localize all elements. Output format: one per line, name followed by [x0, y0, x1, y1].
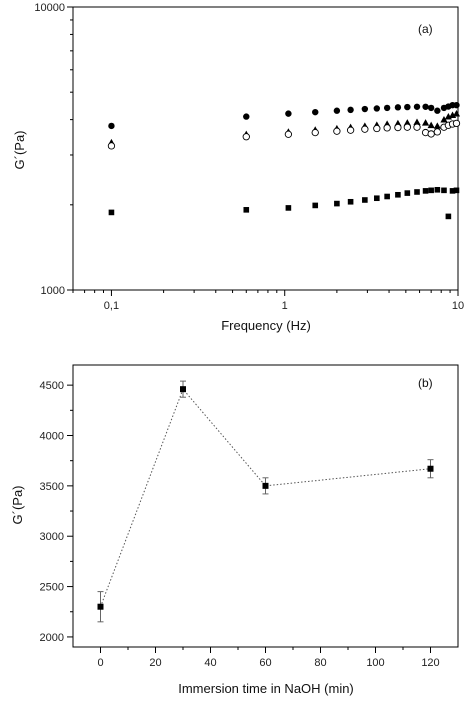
data-point-circle-open	[394, 123, 402, 132]
data-point-circle-open	[413, 123, 421, 131]
panel-a-label: (a)	[418, 22, 433, 36]
data-point-square	[445, 213, 452, 220]
data-point-triangle	[433, 122, 441, 129]
x-tick-label-b: 100	[366, 657, 384, 669]
data-point-circle-filled	[373, 105, 381, 112]
data-points-b	[97, 380, 434, 623]
x-tick-label-a: 0,1	[104, 300, 119, 312]
data-point-circle-filled	[243, 113, 250, 120]
panel-a: (a) 0,1 1 10 1000 10000 Frequency (Hz) G´(Pa…	[12, 2, 464, 333]
x-tick-label-b: 60	[259, 657, 271, 669]
data-point-circle-open	[107, 142, 116, 150]
data-point-circle-filled	[453, 101, 460, 109]
data-point-circle-open	[361, 125, 369, 133]
data-point-circle-open	[403, 123, 411, 131]
x-tick-label-b: 80	[314, 657, 326, 669]
data-point-circle-open	[242, 133, 250, 141]
data-point-triangle	[403, 119, 411, 126]
data-point-circle-open	[452, 119, 461, 128]
y-tick-label-a: 1000	[41, 285, 65, 297]
data-point-circle-open	[284, 130, 293, 138]
x-tick-label-b: 120	[421, 657, 439, 669]
data-point-circle-filled	[285, 110, 292, 117]
series-line	[100, 388, 431, 607]
data-point-circle-filled	[108, 122, 115, 130]
y-tick-label-b: 2000	[40, 632, 64, 644]
plot-frame-b	[72, 364, 459, 648]
x-tick-label-b: 20	[149, 657, 161, 669]
data-point-square	[384, 193, 390, 200]
data-point-triangle	[413, 118, 421, 125]
data-point-circle-filled	[394, 104, 402, 111]
data-point-triangle	[421, 119, 430, 126]
data-point-square	[180, 386, 186, 393]
data-point-circle-filled	[312, 108, 319, 116]
data-point-triangle	[452, 110, 461, 117]
data-point-circle-open	[346, 126, 355, 134]
data-point-square	[347, 198, 354, 205]
data-point-circle-open	[383, 124, 391, 132]
data-point-square	[449, 188, 456, 194]
data-point-square	[334, 200, 340, 207]
x-tick-label-a: 10	[452, 300, 464, 312]
data-points-a	[107, 101, 461, 220]
ticks-a: 0,1 1 10 1000 10000	[34, 2, 464, 312]
x-tick-label-b: 0	[97, 657, 103, 669]
y-tick-label-a: 10000	[34, 2, 65, 14]
y-tick-label-b: 2500	[40, 582, 64, 594]
data-point-circle-filled	[413, 103, 421, 110]
data-point-square	[422, 188, 429, 194]
data-point-square	[453, 187, 460, 194]
data-point-circle-open	[373, 124, 381, 133]
data-point-square	[374, 195, 380, 202]
x-axis-label-a: Frequency (Hz)	[221, 318, 311, 333]
y-tick-label-b: 3000	[40, 531, 64, 543]
data-point-circle-open	[333, 127, 341, 135]
data-point-square	[285, 205, 292, 211]
x-tick-label-a: 1	[282, 300, 288, 312]
data-point-circle-open	[311, 128, 319, 137]
data-point-square	[414, 189, 420, 195]
data-point-circle-filled	[347, 106, 354, 114]
data-point-square	[395, 191, 401, 198]
data-point-square	[97, 603, 104, 610]
data-point-square	[262, 482, 269, 489]
x-tick-label-b: 40	[204, 657, 216, 669]
panel-b: (b) 0 20 40 60 80 100 120 2000 2500 3000 3500 4000 4…	[10, 364, 459, 696]
data-point-circle-filled	[434, 107, 441, 114]
y-tick-label-b: 4000	[40, 431, 64, 443]
data-point-square	[362, 197, 368, 203]
data-point-square	[108, 209, 115, 216]
plot-frame-a	[72, 6, 459, 291]
data-point-circle-filled	[422, 103, 429, 110]
data-point-circle-filled	[333, 107, 341, 114]
data-point-square	[434, 186, 441, 193]
data-point-triangle	[440, 116, 448, 123]
y-axis-label-b: G´(Pa)	[10, 486, 25, 525]
series-line-b	[100, 388, 431, 607]
data-point-square	[427, 465, 434, 472]
data-point-circle-filled	[427, 104, 435, 112]
data-point-square	[243, 207, 250, 213]
data-point-square	[428, 187, 434, 194]
data-point-circle-filled	[404, 103, 411, 111]
data-point-square	[441, 187, 447, 194]
ticks-b: 0 20 40 60 80 100 120 2000 2500 3000 3500 4000 4500	[40, 380, 440, 669]
data-point-circle-filled	[361, 105, 369, 113]
data-point-circle-open	[427, 130, 435, 138]
y-axis-label-a: G´(Pa)	[12, 131, 27, 170]
data-point-circle-filled	[383, 104, 391, 112]
y-tick-label-b: 4500	[40, 380, 64, 392]
x-axis-label-b: Immersion time in NaOH (min)	[178, 681, 354, 696]
data-point-square	[404, 190, 411, 196]
y-tick-label-b: 3500	[40, 481, 64, 493]
data-point-triangle	[427, 121, 435, 129]
data-point-square	[312, 202, 319, 209]
data-point-circle-open	[433, 128, 441, 136]
panel-b-label: (b)	[418, 376, 433, 390]
